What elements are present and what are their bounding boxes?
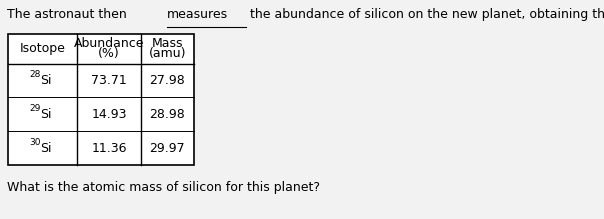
Text: Abundance: Abundance	[74, 37, 144, 50]
Text: 29: 29	[30, 104, 40, 113]
Text: measures: measures	[167, 8, 228, 21]
Text: Si: Si	[40, 74, 51, 87]
Text: 28.98: 28.98	[149, 108, 185, 121]
Text: Isotope: Isotope	[20, 42, 65, 55]
Text: 28: 28	[30, 70, 40, 79]
Text: 29.97: 29.97	[150, 142, 185, 155]
Text: 73.71: 73.71	[91, 74, 127, 87]
Text: (%): (%)	[98, 47, 120, 60]
Text: Si: Si	[40, 142, 51, 155]
Text: 14.93: 14.93	[91, 108, 127, 121]
Bar	[8, 34, 194, 165]
Text: Mass: Mass	[152, 37, 183, 50]
Text: 11.36: 11.36	[91, 142, 127, 155]
Text: the abundance of silicon on the new planet, obtaining the following results:: the abundance of silicon on the new plan…	[246, 8, 604, 21]
Text: Si: Si	[40, 108, 51, 121]
Text: (amu): (amu)	[149, 47, 186, 60]
Text: The astronaut then: The astronaut then	[7, 8, 131, 21]
Text: What is the atomic mass of silicon for this planet?: What is the atomic mass of silicon for t…	[7, 181, 320, 194]
Text: 27.98: 27.98	[149, 74, 185, 87]
Text: 30: 30	[30, 138, 41, 147]
